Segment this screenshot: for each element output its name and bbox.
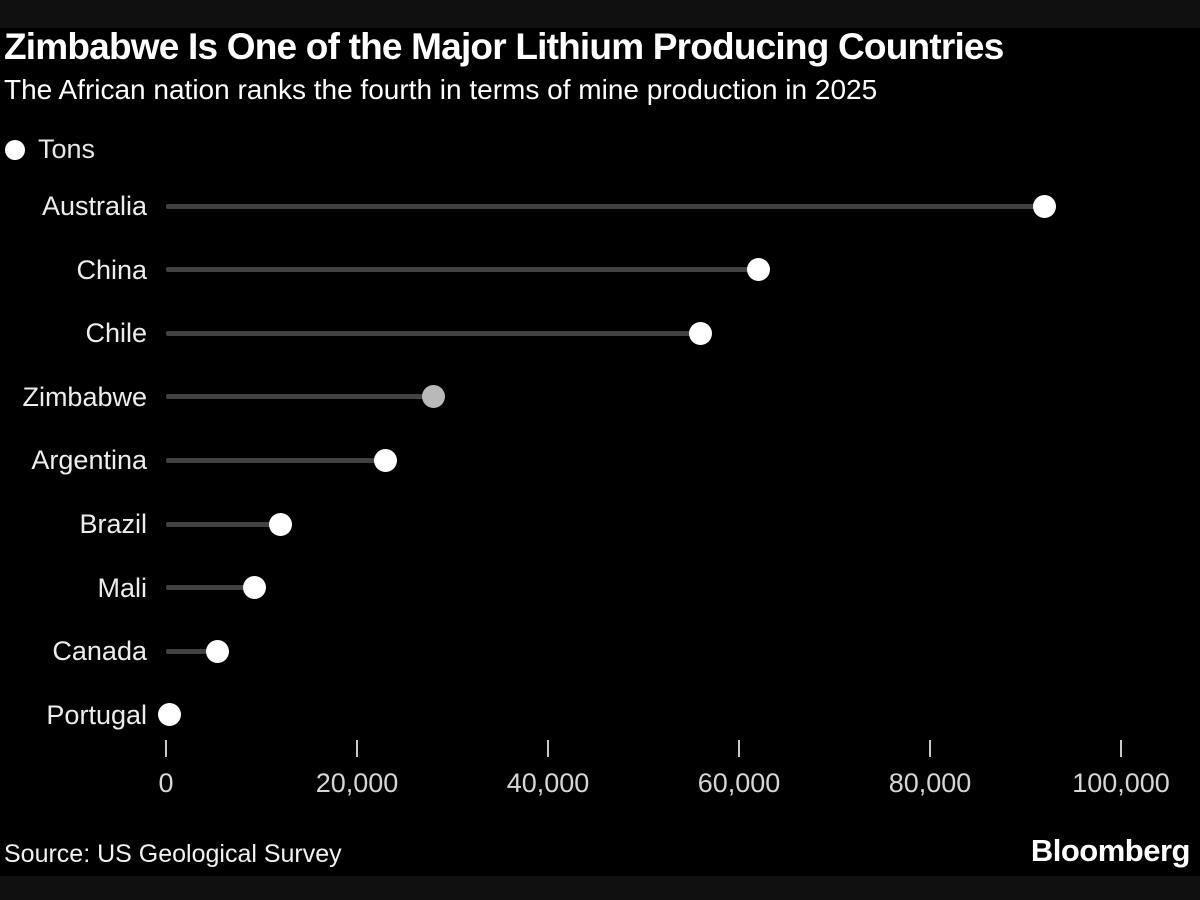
x-axis-tick-label: 80,000	[888, 768, 972, 798]
lollipop-stem	[166, 521, 281, 527]
letterbox-top	[0, 0, 1200, 28]
data-point-dot	[421, 385, 445, 409]
chart-title: Zimbabwe Is One of the Major Lithium Pro…	[4, 26, 1004, 67]
letterbox-bottom	[0, 876, 1200, 900]
data-point-dot	[374, 448, 398, 472]
category-label: Portugal	[46, 699, 147, 730]
category-label: Canada	[52, 636, 147, 667]
x-axis-tick	[356, 740, 358, 757]
data-point-dot	[206, 639, 230, 663]
data-point-dot	[269, 512, 293, 536]
category-label: Zimbabwe	[22, 381, 147, 412]
x-axis-tick-label: 60,000	[697, 768, 781, 798]
category-label: Brazil	[79, 509, 147, 539]
category-label: Chile	[85, 318, 147, 349]
lollipop-stem	[166, 330, 701, 336]
lollipop-stem	[166, 457, 386, 463]
data-point-dot	[689, 321, 713, 345]
x-axis-tick	[929, 740, 931, 757]
x-axis-tick	[165, 740, 167, 757]
bloomberg-logo: Bloomberg	[1030, 833, 1191, 868]
source-note: Source: US Geological Survey	[4, 840, 342, 868]
x-axis-tick	[547, 740, 549, 757]
legend: Tons	[5, 134, 95, 165]
category-label: Mali	[97, 572, 147, 603]
lollipop-stem	[166, 648, 218, 654]
x-axis-tick	[738, 740, 740, 757]
lollipop-stem	[166, 394, 434, 400]
data-point-dot	[1033, 194, 1057, 218]
category-label: Australia	[41, 191, 147, 221]
category-label: China	[76, 254, 147, 285]
x-axis-tick-label: 100,000	[1072, 768, 1170, 798]
x-axis-tick-label: 40,000	[506, 768, 590, 798]
legend-label: Tons	[38, 134, 96, 164]
data-point-dot	[243, 576, 267, 600]
x-axis-tick-label: 20,000	[315, 768, 399, 798]
lollipop-stem	[166, 203, 1045, 209]
data-point-dot	[746, 258, 770, 282]
category-label: Argentina	[31, 445, 147, 476]
lollipop-stem	[166, 585, 255, 591]
chart-subtitle: The African nation ranks the fourth in t…	[4, 74, 878, 105]
x-axis-tick	[1120, 740, 1122, 757]
lollipop-stem	[166, 267, 759, 273]
legend-dot-icon	[5, 139, 25, 160]
data-point-dot	[158, 703, 182, 727]
x-axis-tick-label: 0	[158, 768, 174, 798]
